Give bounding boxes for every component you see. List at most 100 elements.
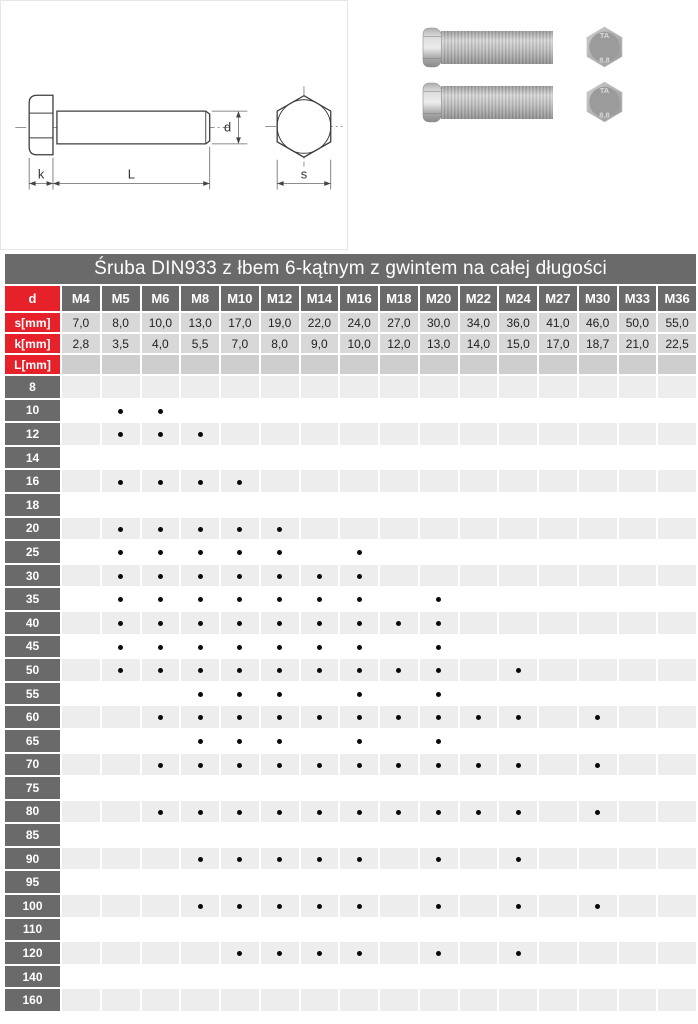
availability-cell [579,447,617,469]
dim-label-k: k [38,167,45,182]
availability-cell [141,517,180,540]
availability-cell [539,777,577,799]
availability-cell [380,423,418,445]
availability-cell [62,800,100,823]
availability-cell [539,517,577,540]
table-row: 30 [5,564,696,587]
availability-dot [197,715,203,721]
availability-cell [459,895,498,917]
availability-cell [181,753,219,776]
availability-cell [380,564,418,587]
availability-cell [300,800,339,823]
availability-cell [62,824,100,846]
k-value-cell: 12,0 [380,334,418,353]
availability-cell [141,895,180,917]
length-label-cell: 16 [5,470,60,492]
availability-cell [579,777,617,799]
availability-cell [539,447,577,469]
length-label-cell: 70 [5,753,60,776]
availability-dot [356,762,362,768]
availability-dot [277,550,283,556]
availability-dot [316,715,322,721]
availability-cell [101,659,140,681]
availability-cell [221,753,259,776]
availability-cell [300,895,339,917]
availability-cell [459,942,498,964]
availability-dot [197,809,203,815]
availability-cell [340,400,378,422]
availability-cell [101,564,140,587]
availability-cell [62,517,100,540]
availability-cell [340,376,378,398]
availability-dot [436,857,442,862]
availability-cell [181,423,219,445]
s-value-cell: 55,0 [658,313,696,332]
availability-cell [300,376,339,398]
availability-cell [658,824,696,846]
l-header-empty-cell [539,355,577,374]
availability-cell [300,659,339,681]
availability-cell [221,942,259,964]
availability-dot [197,668,203,674]
table-row: Śruba DIN933 z łbem 6-kątnym z gwintem n… [5,254,696,284]
availability-cell [499,564,537,587]
availability-cell [221,777,259,799]
l-header-empty-cell [459,355,498,374]
availability-cell [539,919,577,941]
availability-cell [578,470,617,492]
availability-cell [658,611,696,634]
availability-cell [380,706,418,728]
table-row: 80 [5,800,696,823]
availability-cell [340,611,378,634]
availability-cell [419,753,458,776]
availability-cell [62,683,100,705]
k-value-cell: 17,0 [539,334,577,353]
availability-dot [475,809,481,815]
availability-cell [460,777,498,799]
availability-cell [62,494,100,516]
k-value-cell: 5,5 [181,334,219,353]
availability-cell [340,871,378,893]
s-value-cell: 41,0 [539,313,577,332]
availability-cell [658,494,696,516]
availability-cell [499,470,537,492]
availability-dot [237,951,243,957]
availability-cell [419,470,458,492]
head-marking-brand: TA [600,86,610,95]
availability-cell [260,564,299,587]
availability-dot [475,715,481,721]
availability-cell [380,659,418,681]
availability-cell [62,447,100,469]
length-label-cell: 100 [5,895,60,917]
availability-cell [658,423,696,445]
availability-cell [221,966,259,988]
availability-cell [380,989,418,1012]
availability-cell [619,447,657,469]
availability-dot [356,951,362,957]
availability-dot [277,621,283,627]
availability-cell [181,871,219,893]
availability-dot [515,762,521,768]
availability-cell [579,636,617,658]
availability-dot [316,809,322,815]
availability-dot [277,573,283,579]
availability-cell [619,730,657,752]
availability-cell [619,588,657,610]
availability-dot [436,621,442,627]
availability-cell [261,871,299,893]
k-row-label: k[mm] [5,334,60,353]
availability-cell [618,753,657,776]
availability-dot [118,432,124,438]
availability-dot [356,550,362,556]
s-value-cell: 19,0 [260,313,299,332]
availability-dot [118,526,124,532]
availability-cell [181,989,219,1012]
availability-cell [380,753,418,776]
availability-cell [499,541,537,563]
availability-cell [261,777,299,799]
availability-cell [380,494,418,516]
availability-cell [221,494,259,516]
availability-dot [197,597,203,603]
availability-cell [141,376,180,398]
availability-cell [619,824,657,846]
